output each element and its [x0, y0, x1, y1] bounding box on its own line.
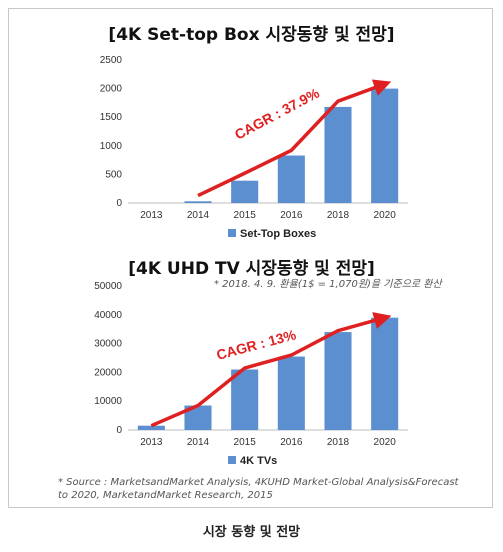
trend-line: [197, 79, 392, 198]
bar: [324, 106, 352, 203]
x-tick-label: 2020: [374, 210, 397, 221]
legend-label: Set-Top Boxes: [240, 228, 316, 240]
figure-caption: 시장 동향 및 전망: [202, 525, 301, 540]
legend-swatch: [228, 229, 236, 237]
x-tick-label: 2016: [280, 437, 303, 448]
y-tick-label: 0: [116, 425, 122, 436]
x-tick-label: 2013: [140, 210, 163, 221]
y-tick-label: 1500: [100, 112, 123, 123]
x-tick-label: 2018: [327, 210, 350, 221]
y-tick-label: 30000: [94, 339, 122, 350]
legend-swatch: [228, 456, 236, 464]
chart1: 0 500 1000 1500 2000 2500 2013 2014 2015 2016 2018…: [100, 55, 408, 240]
bar: [184, 201, 212, 203]
y-tick-label: 1000: [100, 141, 123, 152]
x-tick-label: 2014: [187, 437, 210, 448]
y-tick-label: 20000: [94, 367, 122, 378]
y-tick-label: 0: [116, 198, 122, 209]
chart2-title: [4K UHD TV 시장동향 및 전망]: [128, 259, 375, 279]
x-tick-label: 2018: [327, 437, 350, 448]
bar: [231, 180, 259, 203]
source-note-line2: to 2020, MarketandMarket Research, 2015: [58, 490, 273, 501]
x-tick-label: 2013: [140, 437, 163, 448]
x-tick-label: 2016: [280, 210, 303, 221]
y-tick-label: 2000: [100, 84, 123, 95]
x-tick-label: 2014: [187, 210, 210, 221]
legend-label: 4K TVs: [240, 455, 277, 467]
bar: [277, 356, 305, 430]
y-tick-label: 50000: [94, 281, 122, 292]
x-tick-label: 2015: [234, 210, 257, 221]
y-tick-label: 2500: [100, 55, 123, 66]
chart1-title: [4K Set-top Box 시장동향 및 전망]: [108, 25, 395, 45]
chart2: 0 10000 20000 30000 40000 50000 2013 2014 2015 20…: [94, 281, 408, 467]
bar: [371, 317, 399, 430]
y-tick-label: 500: [105, 169, 122, 180]
y-tick-label: 40000: [94, 310, 122, 321]
bar: [371, 88, 399, 203]
bar: [277, 155, 305, 203]
source-note-line1: * Source : MarketsandMarket Analysis, 4K…: [58, 477, 459, 488]
bar: [324, 332, 352, 430]
bar: [231, 369, 259, 430]
bar: [137, 425, 165, 430]
x-tick-label: 2020: [374, 437, 397, 448]
x-tick-label: 2015: [234, 437, 257, 448]
exchange-rate-note: * 2018. 4. 9. 환율(1$ = 1,070원)을 기준으로 환산: [214, 279, 442, 290]
trend-line: [150, 312, 392, 428]
y-tick-label: 10000: [94, 396, 122, 407]
